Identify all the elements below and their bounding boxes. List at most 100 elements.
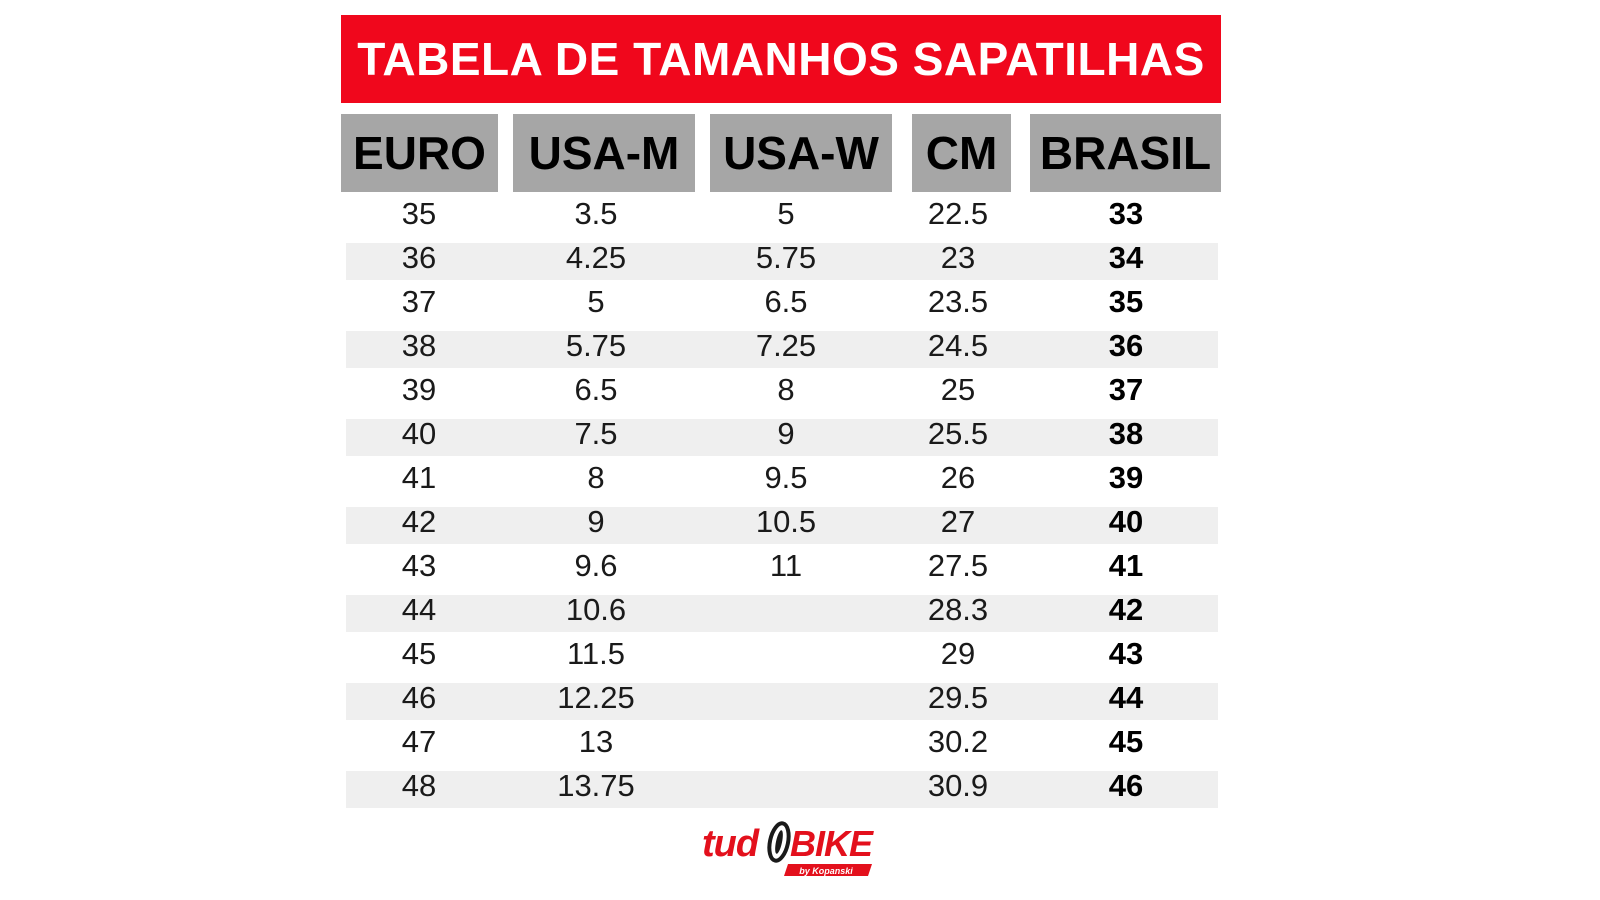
row-stripe xyxy=(346,419,1218,456)
cell-euro: 38 xyxy=(401,328,437,363)
cell-usa-m: 10.6 xyxy=(565,592,627,627)
cell-cm: 30.2 xyxy=(927,724,989,759)
cell-cm: 23 xyxy=(940,240,976,275)
table-row: 40 7.5 9 25.5 38 xyxy=(0,412,1600,456)
cell-euro: 47 xyxy=(401,724,437,759)
svg-text:BIKE: BIKE xyxy=(790,823,874,864)
cell-usa-w xyxy=(706,632,866,676)
cell-brasil: 39 xyxy=(1108,460,1144,495)
table-row: 44 10.6 28.3 42 xyxy=(0,588,1600,632)
cell-brasil: 40 xyxy=(1108,504,1144,539)
cell-cm: 29.5 xyxy=(927,680,989,715)
table-row: 43 9.6 11 27.5 41 xyxy=(0,544,1600,588)
cell-usa-m: 8 xyxy=(587,460,605,495)
row-stripe xyxy=(346,331,1218,368)
table-row: 46 12.25 29.5 44 xyxy=(0,676,1600,720)
header-brasil: BRASIL xyxy=(1030,114,1221,192)
cell-usa-m: 9 xyxy=(587,504,605,539)
cell-usa-m: 6.5 xyxy=(574,372,618,407)
cell-usa-w: 9 xyxy=(777,416,795,451)
cell-euro: 39 xyxy=(401,372,437,407)
cell-usa-w xyxy=(706,720,866,764)
row-stripe xyxy=(346,595,1218,632)
cell-brasil: 36 xyxy=(1108,328,1144,363)
table-row: 48 13.75 30.9 46 xyxy=(0,764,1600,808)
header-usa-m: USA-M xyxy=(513,114,695,192)
cell-cm: 27.5 xyxy=(927,548,989,583)
table-row: 41 8 9.5 26 39 xyxy=(0,456,1600,500)
cell-usa-m: 12.25 xyxy=(557,680,635,715)
cell-euro: 42 xyxy=(401,504,437,539)
cell-usa-m: 3.5 xyxy=(574,196,618,231)
cell-brasil: 37 xyxy=(1108,372,1144,407)
table-row: 37 5 6.5 23.5 35 xyxy=(0,280,1600,324)
cell-euro: 44 xyxy=(401,592,437,627)
cell-usa-m: 13 xyxy=(578,724,614,759)
svg-text:tud: tud xyxy=(702,823,760,865)
cell-usa-m: 5 xyxy=(587,284,605,319)
cell-usa-w: 10.5 xyxy=(755,504,817,539)
table-header: EURO USA-M USA-W CM BRASIL xyxy=(0,114,1600,192)
cell-brasil: 35 xyxy=(1108,284,1144,319)
cell-usa-w: 5 xyxy=(777,196,795,231)
header-euro: EURO xyxy=(341,114,498,192)
cell-brasil: 43 xyxy=(1108,636,1144,671)
cell-cm: 27 xyxy=(940,504,976,539)
cell-usa-w xyxy=(706,676,866,720)
logo-tagline: by Kopanski xyxy=(799,866,853,876)
cell-usa-m: 5.75 xyxy=(565,328,627,363)
cell-usa-w: 9.5 xyxy=(764,460,808,495)
cell-cm: 25.5 xyxy=(927,416,989,451)
cell-usa-w: 8 xyxy=(777,372,795,407)
cell-brasil: 41 xyxy=(1108,548,1144,583)
cell-usa-m: 13.75 xyxy=(557,768,635,803)
cell-euro: 36 xyxy=(401,240,437,275)
cell-usa-m: 9.6 xyxy=(574,548,618,583)
cell-cm: 22.5 xyxy=(927,196,989,231)
row-stripe xyxy=(346,683,1218,720)
cell-brasil: 33 xyxy=(1108,196,1144,231)
cell-usa-w: 6.5 xyxy=(764,284,808,319)
cell-euro: 48 xyxy=(401,768,437,803)
cell-usa-w xyxy=(706,764,866,808)
table-row: 47 13 30.2 45 xyxy=(0,720,1600,764)
table-row: 39 6.5 8 25 37 xyxy=(0,368,1600,412)
cell-usa-w: 7.25 xyxy=(755,328,817,363)
header-cm: CM xyxy=(912,114,1011,192)
cell-brasil: 34 xyxy=(1108,240,1144,275)
cell-brasil: 42 xyxy=(1108,592,1144,627)
cell-usa-m: 4.25 xyxy=(565,240,627,275)
tudobike-logo: tud BIKE by Kopanski xyxy=(700,818,880,882)
cell-euro: 40 xyxy=(401,416,437,451)
cell-usa-w: 11 xyxy=(769,548,803,583)
row-stripe xyxy=(346,243,1218,280)
cell-cm: 23.5 xyxy=(927,284,989,319)
cell-euro: 45 xyxy=(401,636,437,671)
cell-usa-w xyxy=(706,588,866,632)
cell-brasil: 45 xyxy=(1108,724,1144,759)
cell-usa-w: 5.75 xyxy=(755,240,817,275)
row-stripe xyxy=(346,507,1218,544)
cell-euro: 37 xyxy=(401,284,437,319)
cell-brasil: 46 xyxy=(1108,768,1144,803)
header-usa-w: USA-W xyxy=(710,114,892,192)
table-row: 38 5.75 7.25 24.5 36 xyxy=(0,324,1600,368)
cell-euro: 35 xyxy=(401,196,437,231)
cell-cm: 28.3 xyxy=(927,592,989,627)
cell-euro: 43 xyxy=(401,548,437,583)
cell-cm: 24.5 xyxy=(927,328,989,363)
cell-usa-m: 7.5 xyxy=(574,416,618,451)
table-row: 42 9 10.5 27 40 xyxy=(0,500,1600,544)
table-row: 35 3.5 5 22.5 33 xyxy=(0,192,1600,236)
page-title: TABELA DE TAMANHOS SAPATILHAS xyxy=(357,33,1205,85)
row-stripe xyxy=(346,771,1218,808)
cell-brasil: 44 xyxy=(1108,680,1144,715)
cell-cm: 26 xyxy=(940,460,976,495)
cell-cm: 29 xyxy=(940,636,976,671)
cell-euro: 41 xyxy=(401,460,437,495)
table-row: 36 4.25 5.75 23 34 xyxy=(0,236,1600,280)
cell-cm: 30.9 xyxy=(927,768,989,803)
table-row: 45 11.5 29 43 xyxy=(0,632,1600,676)
cell-usa-m: 11.5 xyxy=(566,636,626,671)
cell-cm: 25 xyxy=(940,372,976,407)
